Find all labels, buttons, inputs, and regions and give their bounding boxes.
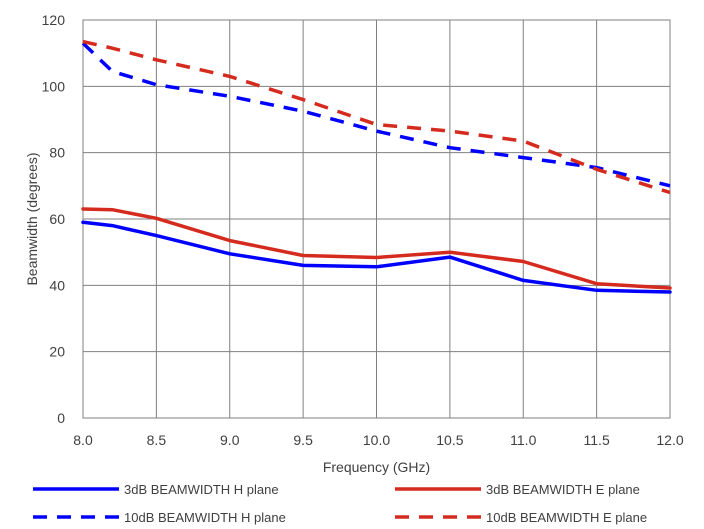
series-line-3db-beamwidth-h-plane bbox=[81, 220, 672, 294]
series-line-3db-beamwidth-e-plane bbox=[81, 207, 672, 290]
y-axis-title: Beamwidth (degrees) bbox=[24, 152, 40, 285]
x-tick-label: 9.0 bbox=[220, 432, 240, 448]
y-tick-label: 80 bbox=[49, 145, 65, 161]
y-tick-label: 100 bbox=[42, 78, 66, 94]
gridlines bbox=[82, 19, 671, 419]
legend-label: 3dB BEAMWIDTH E plane bbox=[486, 482, 640, 497]
legend-label: 10dB BEAMWIDTH H plane bbox=[124, 510, 286, 525]
series-lines bbox=[81, 39, 672, 294]
series-line-10db-beamwidth-h-plane bbox=[81, 41, 671, 188]
plot-area-border bbox=[82, 19, 671, 419]
legend-label: 10dB BEAMWIDTH E plane bbox=[486, 510, 647, 525]
x-axis-ticks: 8.0 8.5 9.0 9.5 10.0 10.5 11.0 11.5 12.0 bbox=[73, 432, 684, 448]
y-tick-label: 0 bbox=[57, 410, 65, 426]
x-tick-label: 11.5 bbox=[584, 432, 610, 448]
y-tick-label: 120 bbox=[42, 12, 66, 28]
x-tick-label: 12.0 bbox=[656, 432, 683, 448]
x-tick-label: 8.0 bbox=[73, 432, 93, 448]
y-tick-label: 20 bbox=[49, 344, 65, 360]
y-axis-ticks: 0 20 40 60 80 100 120 bbox=[42, 12, 66, 426]
x-axis-title: Frequency (GHz) bbox=[323, 459, 430, 475]
series-line-10db-beamwidth-e-plane bbox=[82, 39, 671, 195]
x-tick-label: 9.5 bbox=[293, 432, 313, 448]
x-tick-label: 10.0 bbox=[363, 432, 390, 448]
y-tick-label: 40 bbox=[49, 277, 65, 293]
legend: 3dB BEAMWIDTH H plane 3dB BEAMWIDTH E pla… bbox=[33, 482, 647, 525]
y-tick-label: 60 bbox=[49, 211, 65, 227]
x-tick-label: 10.5 bbox=[436, 432, 463, 448]
x-tick-label: 11.0 bbox=[510, 432, 536, 448]
x-tick-label: 8.5 bbox=[147, 432, 167, 448]
legend-label: 3dB BEAMWIDTH H plane bbox=[124, 482, 279, 497]
